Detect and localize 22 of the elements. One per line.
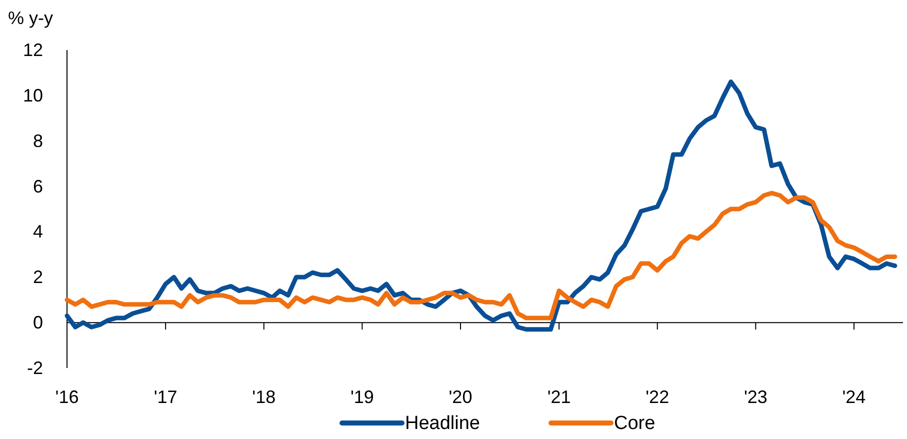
x-tick-label: '20 [448, 387, 472, 407]
y-tick-label: 8 [32, 130, 43, 151]
y-tick-label: 6 [32, 176, 43, 196]
y-tick-label: 0 [32, 312, 43, 333]
x-tick-label: '17 [154, 387, 178, 407]
legend-label: Headline [405, 413, 480, 434]
x-tick-label: '22 [646, 387, 670, 407]
x-tick-label: '21 [547, 387, 571, 407]
x-tick-label: '16 [55, 387, 79, 407]
y-tick-label: -2 [26, 358, 43, 378]
x-tick-label: '24 [842, 387, 866, 407]
y-tick-label: 4 [32, 222, 43, 242]
y-tick-label: 12 [22, 40, 43, 60]
y-axis-title: % y-y [8, 8, 53, 28]
x-tick-label: '18 [252, 387, 276, 407]
line-series [64, 80, 898, 332]
y-tick-label: 10 [22, 85, 43, 106]
line-series [64, 190, 898, 320]
legend-label: Core [614, 413, 656, 434]
y-tick-label: 2 [32, 267, 43, 288]
x-tick-label: '23 [744, 387, 768, 407]
x-tick-label: '19 [350, 387, 374, 407]
